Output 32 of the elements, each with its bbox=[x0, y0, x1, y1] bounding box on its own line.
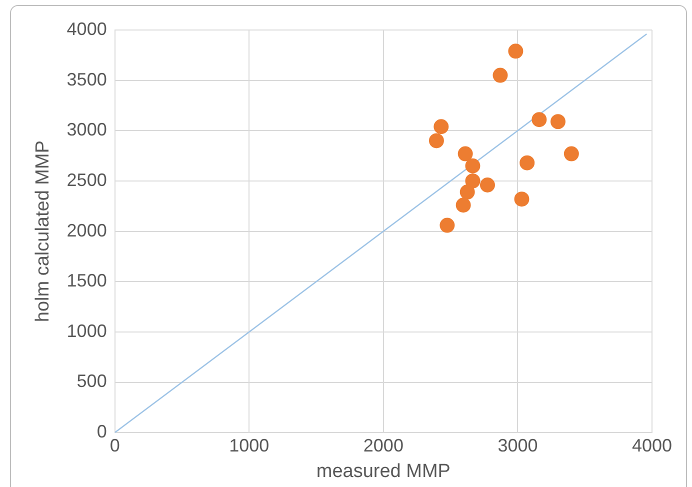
point bbox=[458, 146, 473, 162]
y-tick-label: 1500 bbox=[66, 270, 107, 291]
y-tick-label: 3500 bbox=[66, 69, 107, 90]
y-tick-label: 0 bbox=[96, 422, 107, 442]
point bbox=[492, 68, 508, 83]
point bbox=[460, 184, 475, 200]
x-tick-label: 2000 bbox=[363, 435, 404, 456]
x-tick-label: 1000 bbox=[229, 435, 270, 456]
y-tick-label: 500 bbox=[76, 371, 107, 392]
point bbox=[465, 158, 480, 174]
point bbox=[564, 146, 579, 162]
x-tick-label: 0 bbox=[110, 435, 120, 456]
point bbox=[550, 114, 566, 130]
y-tick-label: 2500 bbox=[66, 170, 107, 190]
y-tick-label: 4000 bbox=[66, 18, 107, 39]
x-tick-label: 3000 bbox=[498, 435, 538, 456]
point bbox=[514, 192, 530, 207]
y-tick-label: 3000 bbox=[66, 120, 107, 140]
point bbox=[480, 178, 495, 192]
point bbox=[508, 44, 524, 59]
point bbox=[465, 173, 480, 188]
y-tick-label: 2000 bbox=[66, 220, 107, 240]
y-tick-label: 1000 bbox=[66, 320, 107, 341]
point bbox=[532, 112, 547, 128]
point bbox=[440, 218, 455, 233]
x-axis-title: measured MMP bbox=[316, 460, 450, 482]
point bbox=[428, 133, 444, 148]
x-tick-label: 4000 bbox=[632, 435, 672, 456]
y-axis-title: holm calculated MMP bbox=[32, 140, 54, 322]
point bbox=[456, 198, 471, 213]
point bbox=[434, 119, 449, 134]
point bbox=[520, 155, 535, 170]
